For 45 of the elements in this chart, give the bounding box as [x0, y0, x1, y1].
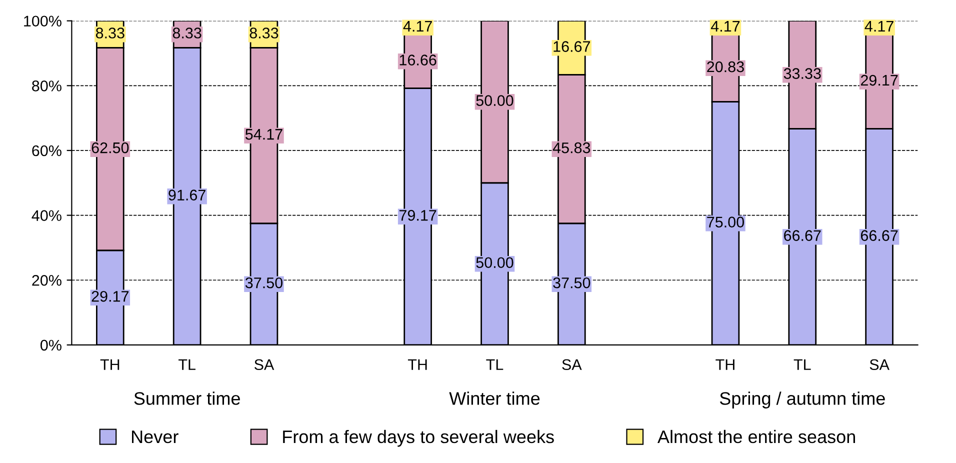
y-tick-label: 40% [32, 210, 62, 221]
x-tick-label: TH [716, 359, 734, 370]
data-label: 20.83 [707, 61, 744, 72]
data-label: 66.67 [860, 230, 898, 241]
data-label: 66.67 [784, 230, 821, 241]
y-tick-label: 100% [24, 16, 62, 27]
legend-label: From a few days to several weeks [283, 430, 554, 447]
x-tick-label: TH [100, 359, 120, 370]
data-label: 50.00 [476, 257, 514, 268]
data-label: 33.33 [784, 68, 821, 79]
y-tick-label: 80% [32, 80, 62, 92]
data-label: 4.17 [864, 21, 894, 32]
data-label: 29.17 [92, 290, 129, 302]
legend-label: Almost the entire season [657, 430, 855, 444]
data-label: 62.50 [92, 142, 129, 154]
data-label: 4.17 [403, 21, 432, 32]
data-label: 16.67 [554, 41, 590, 52]
data-label: 37.50 [553, 277, 590, 288]
x-tick-label: TL [486, 359, 504, 370]
text: Winter time [449, 392, 540, 405]
y-tick-label: 20% [32, 274, 62, 286]
x-tick-label: TL [178, 359, 196, 370]
y-tick-label: 0% [40, 340, 62, 351]
text: Spring / autumn time [720, 392, 885, 408]
legend-label: Never [132, 430, 178, 444]
data-label: 75.00 [707, 216, 744, 228]
data-label: 79.17 [399, 210, 436, 221]
text: Summer time [134, 392, 240, 405]
x-tick-label: TL [794, 359, 811, 370]
data-label: 4.17 [710, 21, 740, 32]
data-label: 8.33 [172, 28, 202, 38]
data-label: 54.17 [245, 129, 282, 140]
data-label: 16.66 [400, 54, 436, 66]
data-label: 29.17 [860, 74, 898, 86]
data-label: 45.83 [552, 142, 590, 154]
x-tick-label: TH [408, 359, 427, 370]
y-tick-label: 60% [32, 145, 62, 156]
data-label: 8.33 [96, 28, 124, 38]
data-label: 8.33 [250, 28, 278, 38]
data-label: 37.50 [245, 277, 283, 288]
data-label: 50.00 [476, 95, 514, 106]
x-tick-label: SA [254, 359, 274, 370]
x-tick-label: SA [562, 359, 582, 370]
data-label: 91.67 [168, 190, 206, 200]
x-tick-label: SA [870, 359, 890, 370]
